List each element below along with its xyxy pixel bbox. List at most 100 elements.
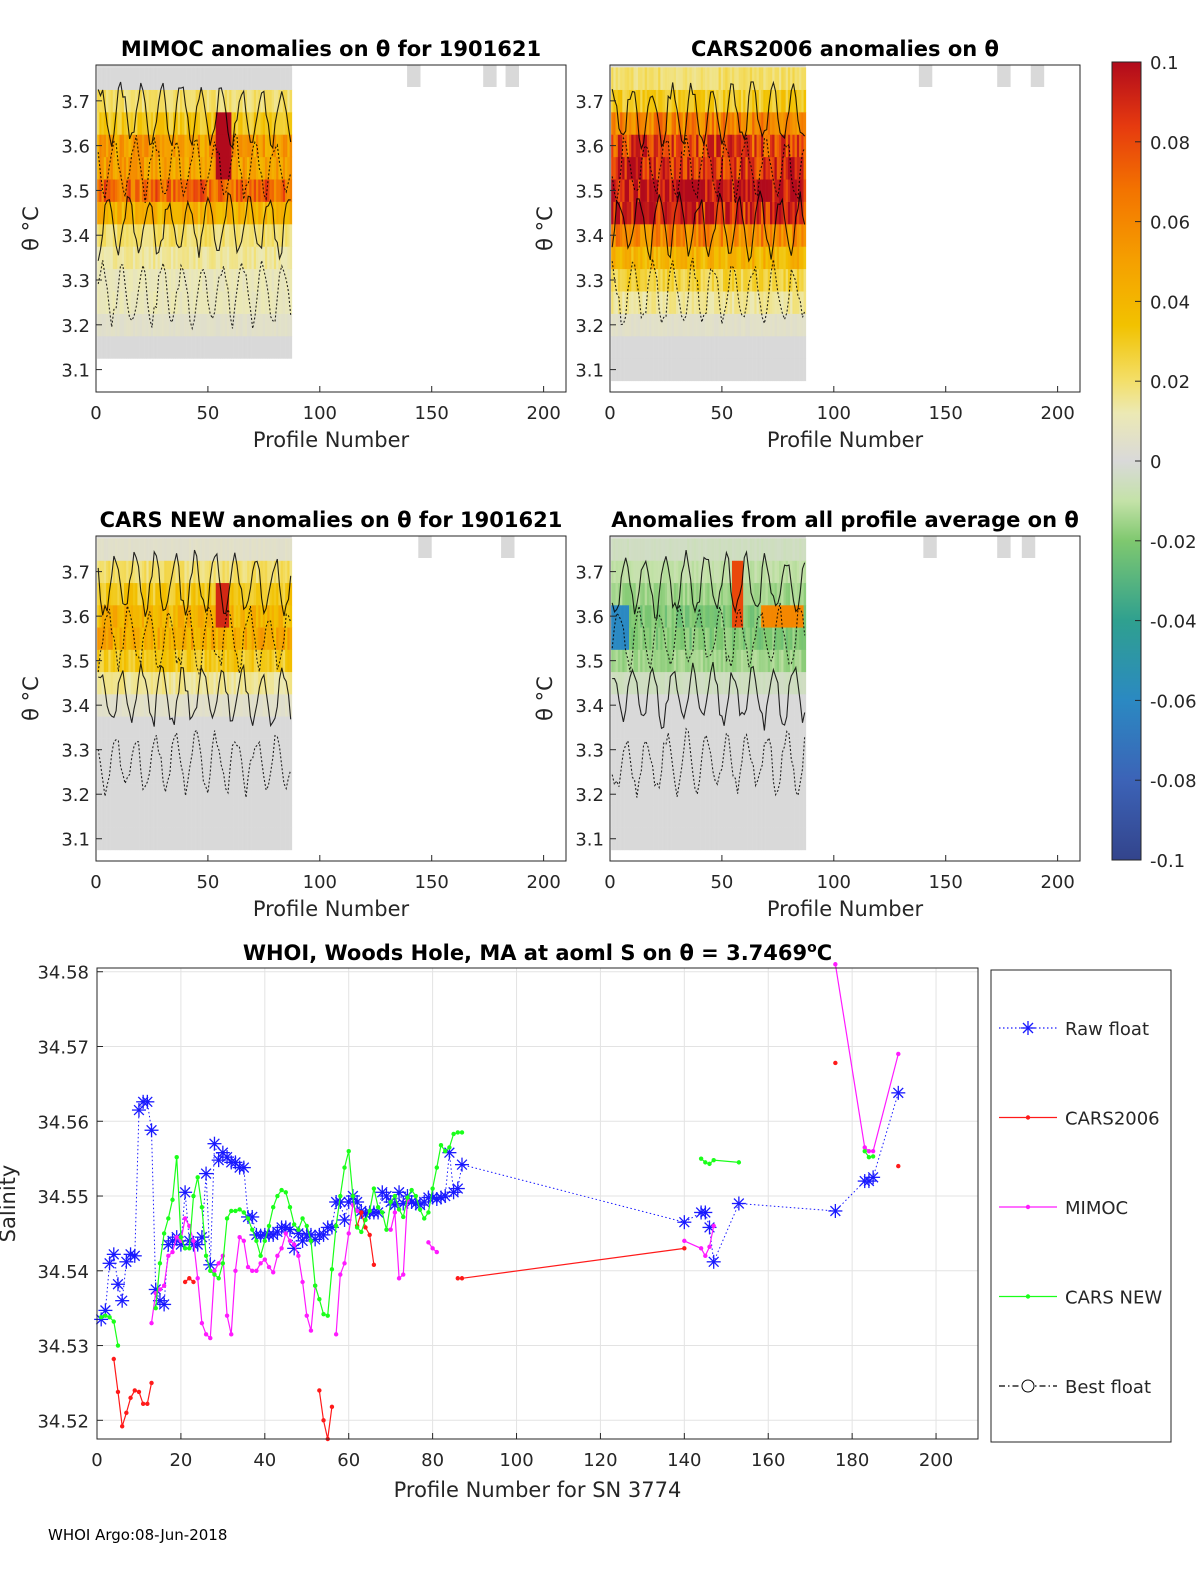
heatmap-cell bbox=[763, 291, 766, 314]
heatmap-cell bbox=[262, 246, 266, 270]
heatmap-cell bbox=[168, 783, 172, 806]
heatmap-cell bbox=[725, 716, 728, 739]
heatmap-cell bbox=[126, 760, 129, 784]
heatmap-cell bbox=[637, 538, 641, 561]
heatmap-cell bbox=[617, 336, 621, 359]
heatmap-cell bbox=[273, 671, 277, 695]
heatmap-cell bbox=[177, 291, 181, 314]
heatmap-cell bbox=[740, 738, 744, 762]
heatmap-cell bbox=[770, 827, 773, 851]
heatmap-cell bbox=[115, 156, 118, 180]
heatmap-cell bbox=[184, 805, 187, 828]
heatmap-cell bbox=[157, 805, 161, 828]
heatmap-cell bbox=[617, 783, 621, 806]
heatmap-cell bbox=[711, 805, 715, 828]
heatmap-cell bbox=[678, 716, 681, 739]
heatmap-cell bbox=[155, 179, 158, 202]
contour-line bbox=[611, 550, 806, 619]
heatmap-cell bbox=[785, 201, 789, 225]
heatmap-cell bbox=[646, 224, 650, 247]
heatmap-cell bbox=[115, 605, 118, 628]
heatmap-cell bbox=[253, 179, 257, 202]
heatmap-cell bbox=[689, 112, 692, 135]
heatmap-cell bbox=[660, 827, 663, 851]
heatmap-cell bbox=[660, 783, 663, 806]
heatmap-cell bbox=[130, 783, 134, 806]
heatmap-cell bbox=[287, 179, 290, 202]
heatmap-cell bbox=[761, 716, 764, 739]
heatmap-cell bbox=[204, 134, 208, 158]
heatmap-cell bbox=[761, 805, 764, 828]
x-tick-label: 0 bbox=[604, 403, 615, 424]
heatmap-cell bbox=[682, 783, 686, 806]
heatmap-cell bbox=[278, 134, 281, 158]
heatmap-cell bbox=[745, 716, 748, 739]
heatmap-cell bbox=[231, 224, 234, 247]
heatmap-cell bbox=[801, 582, 804, 606]
heatmap-cell bbox=[658, 760, 661, 784]
heatmap-cell bbox=[267, 760, 270, 784]
heatmap-cell bbox=[166, 156, 170, 180]
heatmap-cell bbox=[684, 67, 688, 90]
heatmap-cell bbox=[754, 694, 757, 717]
heatmap-cell bbox=[790, 201, 793, 225]
heatmap-cell bbox=[626, 738, 630, 762]
heatmap-cell bbox=[211, 694, 214, 717]
heatmap-cell bbox=[684, 538, 688, 561]
heatmap-cell bbox=[215, 671, 219, 695]
heatmap-cell bbox=[256, 156, 259, 180]
heatmap-cell bbox=[684, 134, 688, 158]
heatmap-cell bbox=[132, 738, 136, 762]
heatmap-cell bbox=[204, 313, 208, 337]
heatmap-cell bbox=[115, 805, 118, 828]
heatmap-cell bbox=[287, 134, 290, 158]
heatmap-cell bbox=[191, 201, 194, 225]
heatmap-cell bbox=[206, 538, 210, 561]
heatmap-cell bbox=[723, 224, 726, 247]
heatmap-cell bbox=[170, 268, 174, 292]
heatmap-cell bbox=[644, 694, 648, 717]
heatmap-cell bbox=[193, 649, 196, 673]
heatmap-cell bbox=[162, 694, 165, 717]
heatmap-cell bbox=[173, 738, 176, 762]
heatmap-cell bbox=[123, 738, 127, 762]
heatmap-cell bbox=[642, 538, 645, 561]
contour-line bbox=[611, 80, 806, 151]
heatmap-cell bbox=[97, 582, 100, 606]
heatmap-cell bbox=[716, 671, 719, 695]
heatmap-cell bbox=[637, 268, 641, 292]
heatmap-cell bbox=[669, 268, 672, 292]
heatmap-cell bbox=[792, 336, 795, 359]
heatmap-cell bbox=[110, 268, 114, 292]
heatmap-cell bbox=[267, 671, 270, 695]
heatmap-cell bbox=[260, 627, 264, 650]
heatmap-cell bbox=[184, 313, 187, 337]
heatmap-cell bbox=[264, 827, 268, 851]
heatmap-cell bbox=[763, 760, 766, 784]
heatmap-cell bbox=[763, 560, 766, 584]
heatmap-cell bbox=[117, 246, 120, 270]
heatmap-cell bbox=[731, 134, 735, 158]
heatmap-cell bbox=[629, 582, 632, 606]
heatmap-cell bbox=[119, 760, 123, 784]
heatmap-cell bbox=[711, 538, 715, 561]
heatmap-cell bbox=[209, 112, 212, 135]
heatmap-cell bbox=[233, 336, 237, 359]
heatmap-cell bbox=[200, 538, 203, 561]
heatmap-cell bbox=[193, 538, 196, 561]
heatmap-cell bbox=[687, 134, 690, 158]
heatmap-cell bbox=[121, 224, 125, 247]
heatmap-cell bbox=[620, 805, 623, 828]
heatmap-cell bbox=[137, 760, 140, 784]
heatmap-cell bbox=[128, 582, 131, 606]
heatmap-cell bbox=[725, 560, 728, 584]
heatmap-cell bbox=[249, 760, 252, 784]
heatmap-cell bbox=[238, 224, 241, 247]
heatmap-cell bbox=[217, 112, 221, 135]
heatmap-cell bbox=[740, 336, 744, 359]
heatmap-cell bbox=[264, 268, 268, 292]
heatmap-cell bbox=[182, 783, 185, 806]
heatmap-cell bbox=[166, 246, 170, 270]
heatmap-cell bbox=[765, 336, 769, 359]
heatmap-cell bbox=[707, 716, 710, 739]
